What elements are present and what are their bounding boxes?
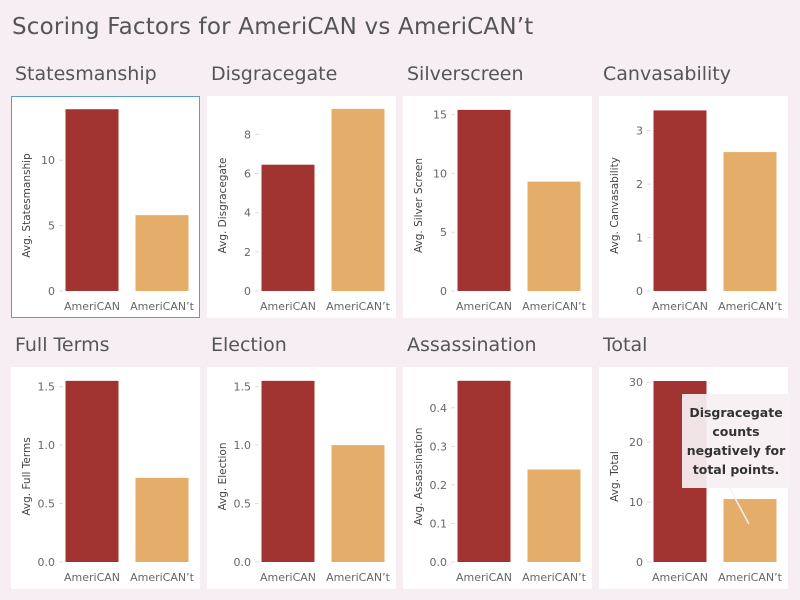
y-tick-label: 0.4	[430, 402, 448, 415]
y-tick-label: 0.5	[38, 498, 56, 511]
y-tick-label: 1.0	[38, 439, 56, 452]
y-tick-label: 0.1	[430, 517, 448, 530]
bar-americants[interactable]	[331, 445, 385, 562]
bar-americants[interactable]	[331, 108, 385, 291]
y-axis-label: Avg. Assassination	[413, 428, 425, 526]
y-tick-label: 4	[244, 207, 251, 220]
y-tick-label: 5	[48, 220, 55, 233]
y-tick-label: 6	[244, 168, 251, 181]
y-tick-label: 3	[636, 125, 643, 138]
panel-title-disgracegate: Disgracegate	[211, 63, 338, 85]
bar-americants[interactable]	[723, 152, 777, 291]
y-tick-label: 0	[636, 285, 643, 298]
bar-chart-svg: Avg. Canvasability 0 1 2 3 AmeriCAN AmeriCAN’t	[609, 110, 783, 313]
x-category-label: AmeriCAN’t	[130, 300, 195, 313]
y-axis-label: Avg. Total	[609, 451, 621, 502]
y-tick-label: 1.0	[234, 439, 252, 452]
bar-chart-svg: Avg. Assassination 0.0 0.1 0.2 0.3 0.4 AmeriCA…	[413, 380, 587, 584]
bar-chart-svg: Avg. Full Terms 0.0 0.5 1.0 1.5 AmeriCAN Ameri…	[21, 380, 195, 584]
y-tick-label: 10	[41, 154, 55, 167]
y-tick-label: 0	[48, 285, 55, 298]
chart-assassination[interactable]: Avg. Assassination 0.0 0.1 0.2 0.3 0.4 AmeriCA…	[403, 367, 592, 589]
bar-chart-svg: Avg. Disgracegate 0 2 4 6 8 AmeriCAN AmeriCAN’t	[217, 108, 391, 313]
y-tick-label: 8	[244, 128, 251, 141]
panel-title-full-terms: Full Terms	[15, 334, 110, 356]
y-tick-label: 2	[636, 178, 643, 191]
y-tick-label: 0.0	[430, 556, 448, 569]
annotation-callout: Disgracegate counts negatively for total…	[682, 394, 790, 488]
y-tick-label: 1.5	[234, 381, 252, 394]
bar-americants[interactable]	[527, 181, 581, 291]
panel-title-statesmanship: Statesmanship	[15, 63, 157, 85]
x-category-label: AmeriCAN’t	[522, 571, 587, 584]
y-tick-label: 0.5	[234, 498, 252, 511]
y-tick-label: 0.0	[234, 556, 252, 569]
y-tick-label: 10	[629, 496, 643, 509]
y-axis-label: Avg. Canvasability	[609, 157, 621, 254]
x-category-label: AmeriCAN	[456, 571, 512, 584]
y-axis-label: Avg. Statesmanship	[21, 153, 33, 258]
chart-statesmanship[interactable]: Avg. Statesmanship 0 5 10 AmeriCAN AmeriCAN’t	[11, 96, 200, 318]
bar-chart-svg: Avg. Silver Screen 0 5 10 15 AmeriCAN AmeriCAN…	[413, 109, 587, 313]
x-category-label: AmeriCAN’t	[718, 571, 783, 584]
x-category-label: AmeriCAN	[456, 300, 512, 313]
y-tick-label: 0	[636, 556, 643, 569]
bar-americans[interactable]	[261, 164, 315, 291]
bar-americans[interactable]	[653, 110, 707, 291]
y-tick-label: 1	[636, 232, 643, 245]
x-category-label: AmeriCAN	[260, 571, 316, 584]
x-category-label: AmeriCAN’t	[718, 300, 783, 313]
panel-title-canvasability: Canvasability	[603, 63, 731, 85]
annotation-pointer	[728, 486, 750, 525]
x-category-label: AmeriCAN’t	[326, 571, 391, 584]
panel-title-silverscreen: Silverscreen	[407, 63, 524, 85]
x-category-label: AmeriCAN’t	[522, 300, 587, 313]
y-axis-label: Avg. Disgracegate	[217, 158, 229, 254]
y-tick-label: 0	[244, 285, 251, 298]
bar-chart-svg: Avg. Election 0.0 0.5 1.0 1.5 AmeriCAN AmeriCA…	[217, 380, 391, 584]
bar-americans[interactable]	[457, 109, 511, 292]
bar-americants[interactable]	[135, 215, 189, 291]
x-category-label: AmeriCAN	[260, 300, 316, 313]
bar-americans[interactable]	[457, 380, 511, 562]
x-category-label: AmeriCAN	[652, 571, 708, 584]
x-category-label: AmeriCAN’t	[130, 571, 195, 584]
chart-full-terms[interactable]: Avg. Full Terms 0.0 0.5 1.0 1.5 AmeriCAN Ameri…	[11, 367, 200, 589]
bar-americans[interactable]	[65, 109, 119, 291]
chart-disgracegate[interactable]: Avg. Disgracegate 0 2 4 6 8 AmeriCAN AmeriCAN’t	[207, 96, 396, 318]
y-tick-label: 0.2	[430, 479, 448, 492]
y-tick-label: 5	[440, 226, 447, 239]
y-tick-label: 2	[244, 246, 251, 259]
chart-election[interactable]: Avg. Election 0.0 0.5 1.0 1.5 AmeriCAN AmeriCA…	[207, 367, 396, 589]
panel-title-assassination: Assassination	[407, 334, 537, 356]
y-tick-label: 0.0	[38, 556, 56, 569]
bar-americans[interactable]	[65, 380, 119, 562]
y-axis-label: Avg. Silver Screen	[413, 158, 425, 253]
y-tick-label: 15	[433, 109, 447, 122]
chart-silverscreen[interactable]: Avg. Silver Screen 0 5 10 15 AmeriCAN AmeriCAN…	[403, 96, 592, 318]
y-tick-label: 1.5	[38, 381, 56, 394]
y-tick-label: 0.3	[430, 440, 448, 453]
x-category-label: AmeriCAN	[64, 571, 120, 584]
bar-americans[interactable]	[261, 380, 315, 562]
panel-title-total: Total	[603, 334, 648, 356]
y-tick-label: 20	[629, 436, 643, 449]
bar-americants[interactable]	[723, 499, 777, 562]
chart-canvasability[interactable]: Avg. Canvasability 0 1 2 3 AmeriCAN AmeriCAN’t	[599, 96, 788, 318]
y-axis-label: Avg. Full Terms	[21, 437, 33, 515]
y-tick-label: 10	[433, 167, 447, 180]
bar-chart-svg: Avg. Statesmanship 0 5 10 AmeriCAN AmeriCAN’t	[21, 109, 195, 313]
x-category-label: AmeriCAN	[652, 300, 708, 313]
x-category-label: AmeriCAN’t	[326, 300, 391, 313]
y-tick-label: 30	[629, 376, 643, 389]
bar-americants[interactable]	[527, 469, 581, 562]
x-category-label: AmeriCAN	[64, 300, 120, 313]
page-title: Scoring Factors for AmeriCAN vs AmeriCAN…	[12, 14, 534, 40]
panel-title-election: Election	[211, 334, 287, 356]
y-tick-label: 0	[440, 285, 447, 298]
y-axis-label: Avg. Election	[217, 442, 229, 510]
bar-americants[interactable]	[135, 477, 189, 562]
